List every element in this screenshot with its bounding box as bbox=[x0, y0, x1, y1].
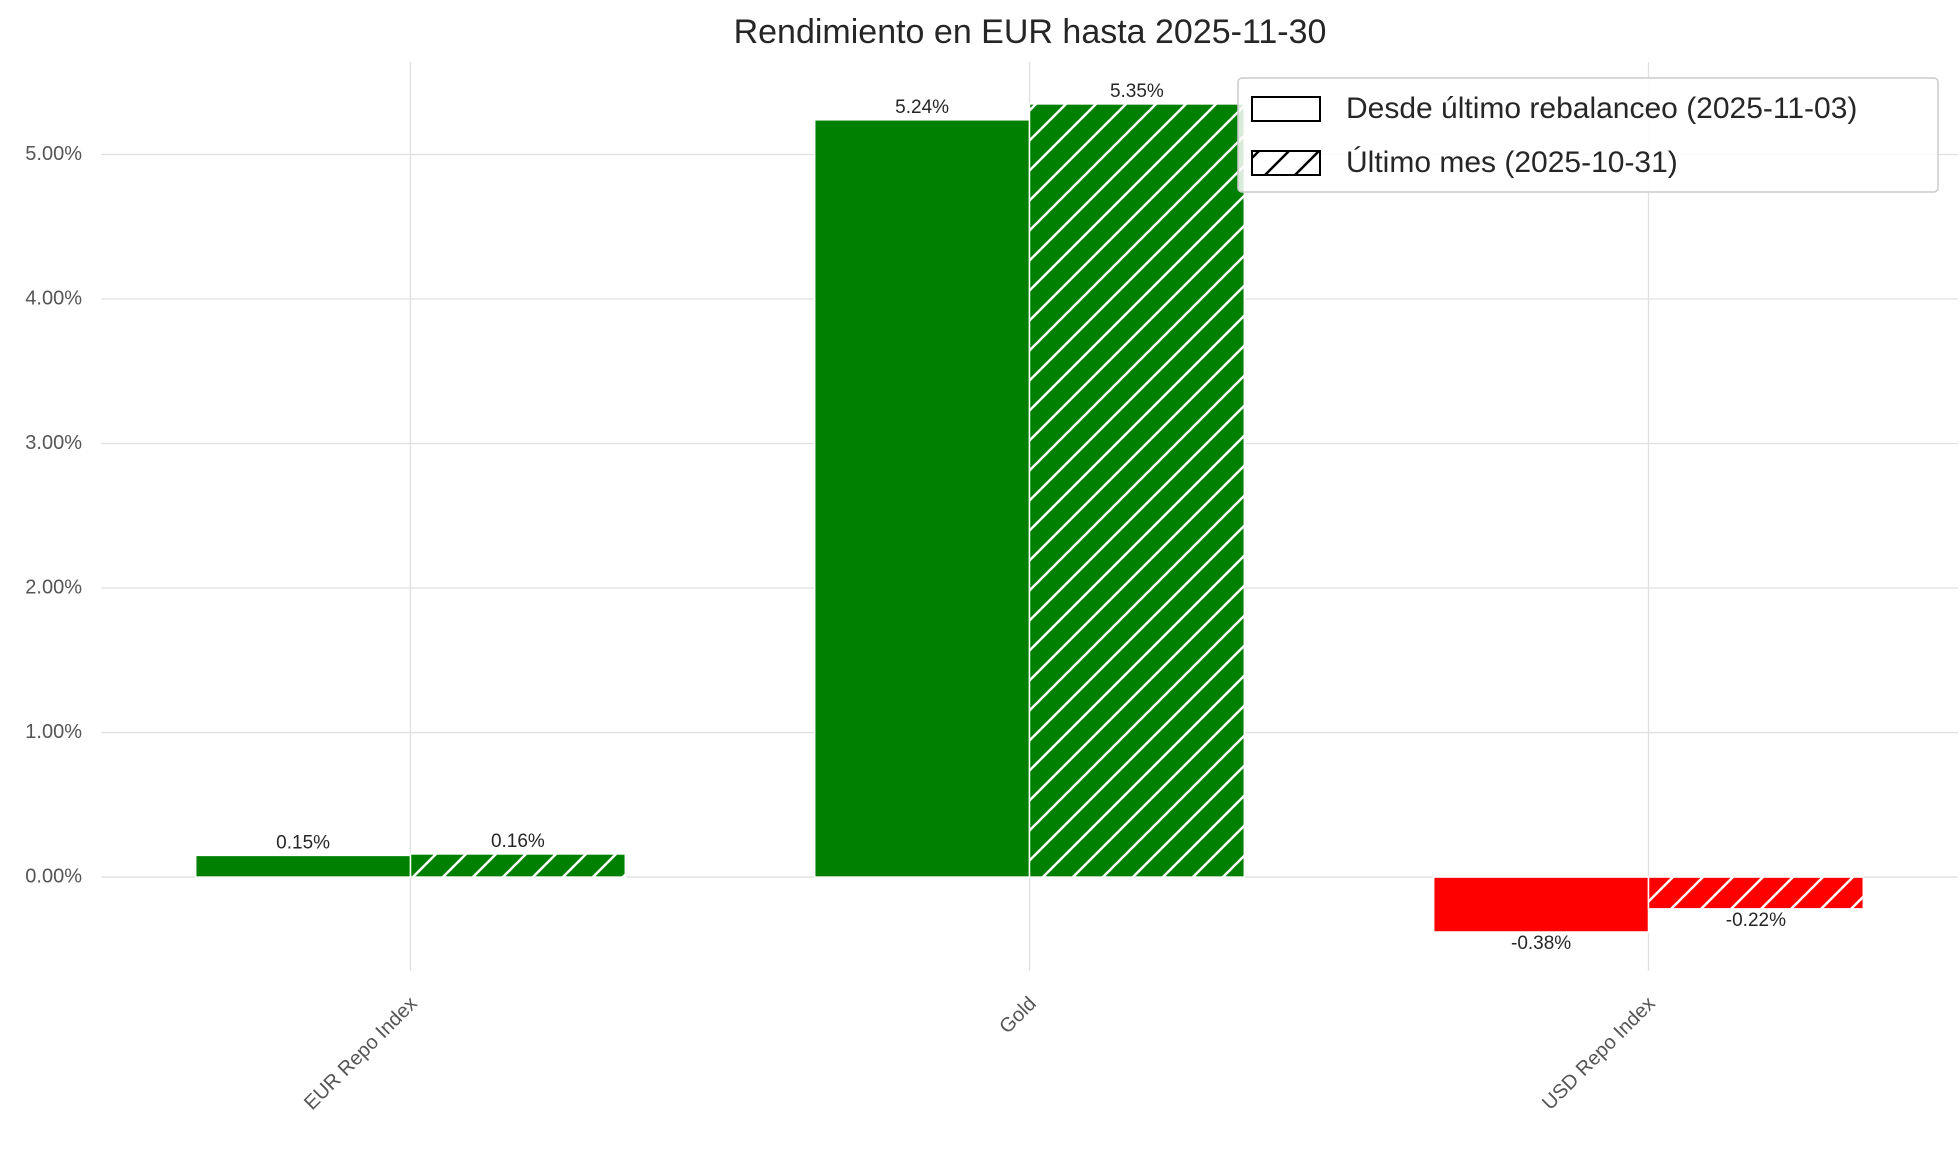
legend-box bbox=[1237, 77, 1939, 193]
y-tick-label: 1.00% bbox=[25, 721, 82, 743]
y-tick-label: 3.00% bbox=[25, 432, 82, 454]
bar bbox=[409, 853, 627, 878]
y-tick-label: 4.00% bbox=[25, 287, 82, 309]
y-tick-label: 5.00% bbox=[25, 143, 82, 165]
chart-title: Rendimiento en EUR hasta 2025-11-30 bbox=[734, 13, 1327, 51]
legend-swatch bbox=[1251, 150, 1321, 176]
value-label: -0.38% bbox=[1511, 933, 1571, 954]
value-label: 5.24% bbox=[895, 97, 949, 118]
y-tick-label: 0.00% bbox=[25, 865, 82, 887]
value-label: 0.16% bbox=[491, 831, 545, 852]
legend-label: Último mes (2025-10-31) bbox=[1346, 146, 1678, 179]
bar bbox=[1432, 876, 1650, 933]
value-label: 5.35% bbox=[1110, 81, 1164, 102]
bar bbox=[194, 854, 412, 878]
y-tick-label: 2.00% bbox=[25, 576, 82, 598]
x-tick-label: EUR Repo Index bbox=[300, 993, 422, 1115]
legend-label: Desde último rebalanceo (2025-11-03) bbox=[1346, 92, 1857, 125]
bar bbox=[1028, 103, 1246, 878]
value-label: -0.22% bbox=[1726, 910, 1786, 931]
bar bbox=[1647, 876, 1865, 910]
value-label: 0.15% bbox=[276, 832, 330, 853]
legend-swatch bbox=[1251, 96, 1321, 122]
bar bbox=[813, 119, 1031, 878]
x-tick-label: Gold bbox=[995, 993, 1040, 1038]
x-tick-label: USD Repo Index bbox=[1538, 993, 1660, 1115]
